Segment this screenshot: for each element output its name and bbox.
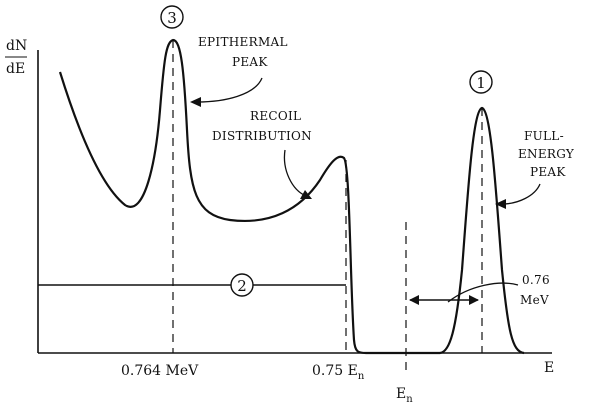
- full-energy-pointer-head: [495, 199, 506, 209]
- width-label-line1: 0.76: [522, 273, 550, 287]
- svg-text:0.75 En: 0.75 En: [312, 363, 365, 382]
- marker-1: 1: [469, 70, 493, 94]
- epithermal-pointer-head: [190, 97, 201, 107]
- x-label: E: [544, 360, 554, 376]
- spectrum-curve: [58, 38, 440, 355]
- full-energy-label-line3: PEAK: [530, 165, 566, 179]
- full-energy-label-line2: ENERGY: [518, 147, 575, 161]
- tick-label-en: En: [396, 386, 413, 405]
- svg-text:1: 1: [476, 74, 486, 92]
- epithermal-label-line1: EPITHERMAL: [198, 35, 288, 49]
- width-arrow-left-head: [409, 295, 419, 305]
- recoil-label-line2: DISTRIBUTION: [212, 129, 312, 143]
- svg-text:3: 3: [167, 9, 177, 27]
- y-label-top: dN: [6, 38, 27, 54]
- y-label-bottom: dE: [6, 61, 25, 77]
- width-pointer-curve: [447, 282, 519, 303]
- recoil-pointer-head: [300, 190, 312, 199]
- tick-075en-main: 0.75 E: [312, 363, 358, 379]
- tick-label-0764: 0.764 MeV: [121, 363, 199, 379]
- width-label-line2: MeV: [520, 293, 549, 307]
- tick-label-075en: 0.75 En: [312, 363, 365, 382]
- tick-075en-sub: n: [358, 371, 365, 382]
- recoil-label-line1: RECOIL: [250, 109, 301, 123]
- tick-en-main: E: [396, 386, 406, 402]
- svg-text:En: En: [396, 386, 413, 405]
- full-energy-label-line1: FULL-: [524, 129, 564, 143]
- tick-en-sub: n: [406, 394, 413, 405]
- svg-text:2: 2: [237, 277, 247, 295]
- marker-2: 2: [230, 273, 254, 297]
- epithermal-pointer-arrow: [196, 77, 263, 103]
- width-arrow-right-head: [469, 295, 479, 305]
- epithermal-label-line2: PEAK: [232, 55, 268, 69]
- recoil-pointer-arrow: [283, 149, 307, 197]
- full-energy-pointer-arrow: [501, 183, 541, 205]
- full-energy-peak-curve: [439, 106, 525, 355]
- marker-3: 3: [160, 5, 184, 29]
